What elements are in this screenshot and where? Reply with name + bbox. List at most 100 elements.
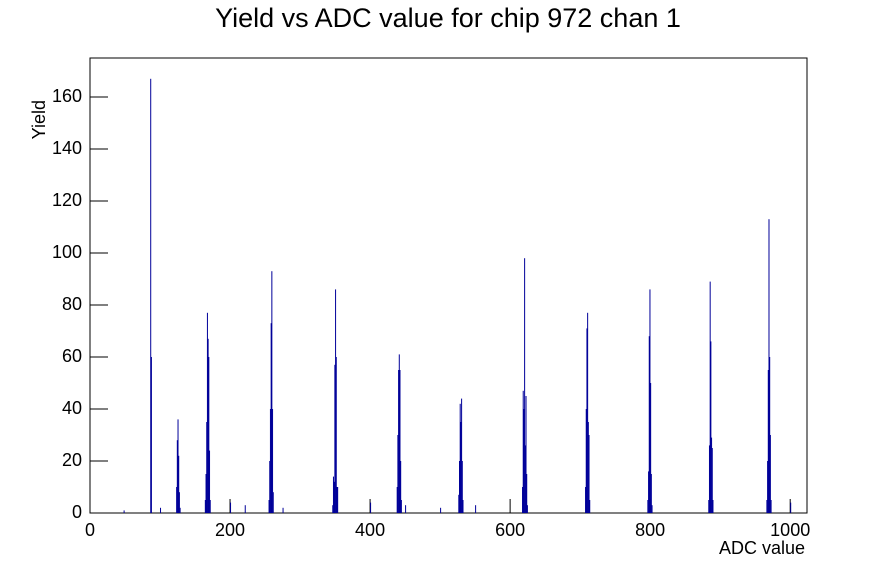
histogram-bin [204, 500, 206, 513]
histogram-bin [709, 281, 711, 513]
histogram-bin [268, 500, 270, 513]
x-tick-label: 600 [495, 520, 525, 540]
x-tick-label: 800 [635, 520, 665, 540]
histogram-bin [440, 507, 442, 513]
histogram-bin [179, 507, 181, 513]
histogram-bin [396, 487, 398, 513]
histogram-bin [209, 500, 211, 513]
x-tick-label: 0 [85, 520, 95, 540]
histogram-bin [397, 435, 399, 513]
histogram-bin [767, 461, 769, 513]
histogram-bin [587, 422, 589, 513]
histogram-bin [150, 357, 152, 513]
y-tick-label: 80 [62, 294, 82, 314]
histogram-bin [270, 323, 272, 513]
y-tick-label: 100 [52, 242, 82, 262]
histogram-bin [333, 481, 335, 513]
histogram-bin [336, 487, 338, 513]
histogram-bin [523, 409, 525, 513]
histogram-bin [269, 409, 271, 513]
histogram-bin [230, 502, 232, 513]
histogram-bin [648, 471, 650, 513]
histogram-bin [522, 487, 524, 513]
y-tick-label: 140 [52, 138, 82, 158]
histogram-bin [335, 357, 337, 513]
histogram-bin [522, 390, 524, 513]
histogram-bin [585, 409, 587, 513]
histogram-bin [335, 289, 337, 513]
histogram-bin [370, 502, 372, 513]
histogram-bin [282, 507, 284, 513]
histogram-bin [209, 450, 211, 513]
histogram-bin [649, 289, 651, 513]
histogram-bin [790, 502, 792, 513]
histogram-bin [399, 370, 401, 513]
histogram-bin [269, 461, 271, 513]
histogram-bin [150, 78, 152, 514]
histogram-bin [648, 336, 650, 513]
histogram-bin [272, 492, 274, 513]
histogram-bin [398, 354, 400, 513]
histogram-bin [526, 474, 528, 513]
y-tick-label: 120 [52, 190, 82, 210]
histogram-bin [710, 341, 712, 513]
histogram-bin [650, 474, 652, 513]
histogram-bin [178, 455, 180, 513]
histogram-bin [768, 219, 770, 513]
histogram-bin [177, 419, 179, 513]
histogram-bin [524, 445, 526, 513]
histogram-bin [205, 474, 207, 513]
histogram-bin [586, 328, 588, 513]
histogram-bin [332, 476, 334, 513]
chart-title: Yield vs ADC value for chip 972 chan 1 [215, 3, 681, 33]
histogram-bin [711, 437, 713, 513]
histogram-bin [525, 396, 527, 513]
histogram-bin [405, 505, 407, 513]
histogram-bin [524, 258, 526, 513]
histogram-bin [585, 487, 587, 513]
y-tick-label: 0 [72, 502, 82, 522]
histogram-bin [400, 500, 402, 513]
y-tick-label: 160 [52, 86, 82, 106]
x-axis-label: ADC value [719, 538, 805, 558]
histogram-bin [647, 500, 649, 513]
histogram-bin [461, 461, 463, 513]
histogram-bin [272, 409, 274, 513]
histogram-bin [588, 435, 590, 513]
histogram-bin [123, 510, 125, 513]
histogram-bin [769, 357, 771, 513]
y-axis-label: Yield [29, 100, 49, 139]
histogram-bin [650, 383, 652, 513]
histogram-bin [769, 435, 771, 513]
histogram-bin [767, 370, 769, 513]
histogram-bin [208, 357, 210, 513]
histogram-bin [711, 448, 713, 513]
histogram-bin [462, 500, 464, 513]
histogram-bin [334, 364, 336, 513]
x-tick-label: 1000 [770, 520, 810, 540]
histogram-bin [271, 271, 273, 513]
y-tick-label: 60 [62, 346, 82, 366]
histogram-bin [244, 505, 246, 513]
histogram-bin [459, 461, 461, 513]
histogram-bin [178, 492, 180, 513]
histogram-bin [400, 461, 402, 513]
histogram-bin [770, 500, 772, 513]
y-tick-label: 20 [62, 450, 82, 470]
histogram-bin [459, 403, 461, 513]
histogram-bin [651, 505, 653, 513]
histogram-bin [206, 422, 208, 513]
histogram-bin [460, 422, 462, 513]
histogram-bin [708, 445, 710, 513]
histogram-bin [766, 500, 768, 513]
histogram-bin [176, 440, 178, 513]
histogram-bin [207, 338, 209, 513]
x-tick-label: 400 [355, 520, 385, 540]
histogram-bin [337, 487, 339, 513]
histogram-bin [176, 487, 178, 513]
x-tick-label: 200 [215, 520, 245, 540]
histogram-bin [461, 398, 463, 513]
